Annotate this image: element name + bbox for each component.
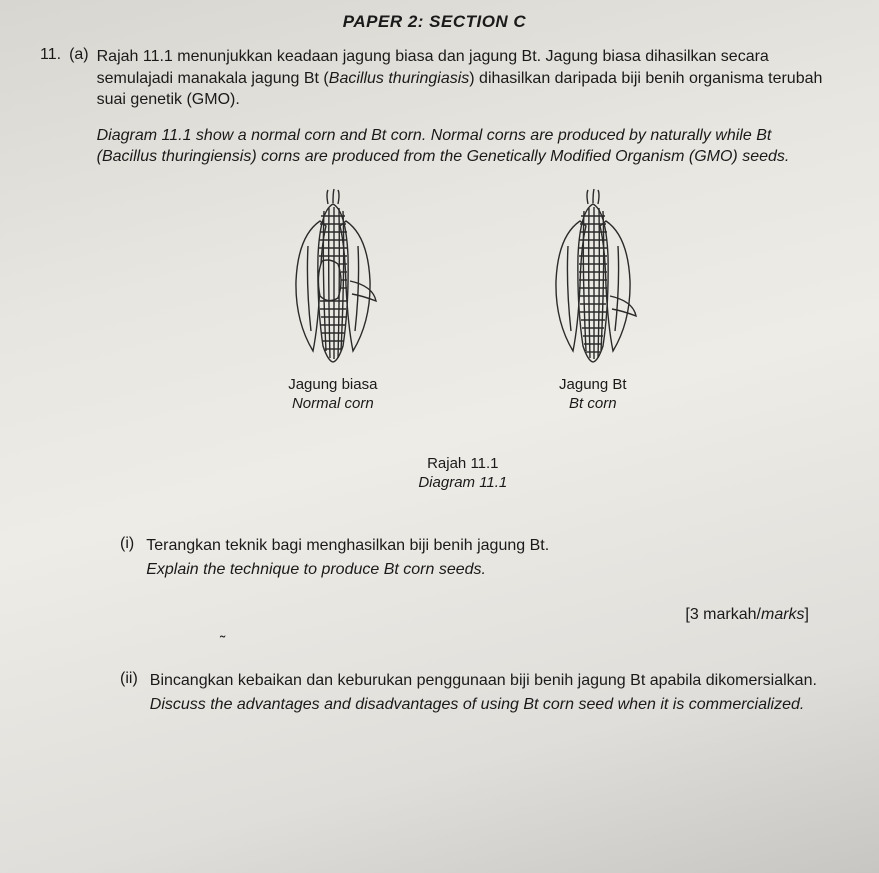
bt-corn-block: Jagung Bt Bt corn [538,186,648,414]
section-header: PAPER 2: SECTION C [40,12,829,32]
subq-ii-malay: Bincangkan kebaikan dan keburukan penggu… [150,670,829,692]
bt-corn-label-english-italic: corn [587,395,616,412]
subquestion-ii: (ii) Bincangkan kebaikan dan keburukan p… [120,670,829,715]
normal-corn-label: Jagung biasa Normal corn [288,375,377,414]
diagram-caption: Rajah 11.1 Diagram 11.1 [97,454,829,493]
marks-italic: marks [761,606,805,623]
species-name: Bacillus thuringiasis [329,70,470,87]
normal-corn-label-english: Normal corn [288,394,377,414]
subq-i-letter: (i) [120,535,134,580]
subq-i-body: Terangkan teknik bagi menghasilkan biji … [146,535,829,580]
subq-ii-english: Discuss the advantages and disadvantages… [150,694,829,716]
bt-corn-label: Jagung Bt Bt corn [559,375,627,414]
marks-i: [3 markah/marks] [40,606,809,624]
normal-corn-icon [278,186,388,371]
diagram-11-1: Jagung biasa Normal corn [97,186,829,414]
normal-corn-label-malay: Jagung biasa [288,375,377,395]
question-number: 11. [40,46,61,493]
normal-corn-block: Jagung biasa Normal corn [278,186,388,414]
question-text-malay: Rajah 11.1 menunjukkan keadaan jagung bi… [97,46,829,111]
diagram-caption-malay: Rajah 11.1 [97,454,829,474]
bt-corn-label-english: Bt corn [559,394,627,414]
subq-ii-letter: (ii) [120,670,138,715]
question-11a: 11. (a) Rajah 11.1 menunjukkan keadaan j… [40,46,829,493]
question-body: Rajah 11.1 menunjukkan keadaan jagung bi… [97,46,829,493]
subquestion-i: (i) Terangkan teknik bagi menghasilkan b… [120,535,829,580]
subq-i-english: Explain the technique to produce Bt corn… [146,559,829,581]
question-letter: (a) [69,46,89,493]
marks-open: [3 markah/ [685,606,761,623]
diagram-caption-english: Diagram 11.1 [97,473,829,493]
subq-ii-body: Bincangkan kebaikan dan keburukan penggu… [150,670,829,715]
bt-corn-icon [538,186,648,371]
subq-i-malay: Terangkan teknik bagi menghasilkan biji … [146,535,829,557]
marks-close: ] [805,606,809,623]
tilde-mark: ˜ [220,634,829,652]
bt-corn-label-malay: Jagung Bt [559,375,627,395]
question-text-english: Diagram 11.1 show a normal corn and Bt c… [97,125,829,168]
